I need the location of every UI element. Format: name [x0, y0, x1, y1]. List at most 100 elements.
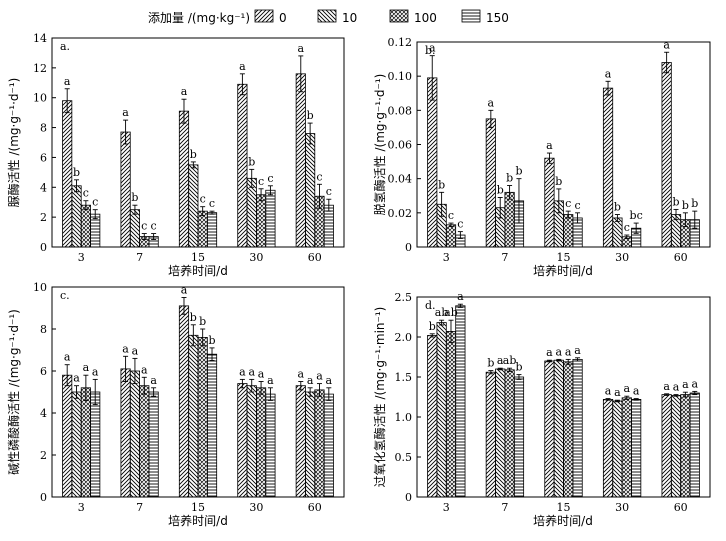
significance-letter: b [438, 178, 445, 191]
significance-letter: a [429, 42, 436, 55]
significance-letter: c [574, 199, 580, 212]
bar-100-7 [504, 369, 515, 498]
bar-100-3 [80, 204, 91, 248]
significance-letter: b [307, 109, 314, 122]
bar-150-15 [206, 212, 218, 248]
significance-letter: b [506, 172, 513, 185]
significance-letter: a [122, 106, 129, 119]
bar-100-7 [504, 191, 515, 248]
bar-100-7 [139, 385, 150, 498]
y-axis-label: 脱氢酶活性 /(mg·g⁻¹·d⁻¹) [372, 74, 387, 216]
y-tick-label: 0.12 [388, 36, 413, 49]
bar-0-30 [602, 87, 614, 248]
significance-letter: c [565, 197, 571, 210]
panel-label: a. [60, 40, 70, 53]
significance-letter: a [633, 385, 640, 398]
y-tick-label: 2.5 [395, 291, 413, 304]
bar-10-3 [436, 322, 447, 498]
significance-letter: b [73, 166, 80, 179]
bar-10-30 [246, 385, 257, 498]
y-tick-label: 6 [40, 365, 47, 378]
significance-letter: a [258, 368, 265, 381]
significance-letter: b [208, 334, 215, 347]
significance-letter: c [151, 220, 157, 233]
significance-letter: a [624, 382, 631, 395]
bar-0-15 [178, 110, 190, 248]
y-tick-label: 4 [40, 181, 47, 194]
x-tick-label: 60 [674, 501, 688, 514]
legend-label-0: 0 [279, 11, 287, 25]
panel-label: b. [425, 44, 436, 57]
y-tick-label: 0 [405, 241, 412, 254]
significance-letter: b [199, 315, 206, 328]
significance-letter: b [682, 199, 689, 212]
significance-letter: a [565, 345, 572, 358]
significance-letter: b [672, 195, 679, 208]
panel-b: 0 0.02 0.04 0.06 0.08 0.10 0.12 b. 脱氢酶活性 /(mg·g⁻… [372, 36, 711, 278]
x-tick-label: 15 [557, 501, 571, 514]
legend: 添加量 /(mg·kg⁻¹) 0 10 100 150 [0, 0, 726, 30]
bar-10-60 [305, 391, 316, 498]
y-tick-label: 0 [40, 241, 47, 254]
bar-0-15 [544, 157, 555, 248]
significance-letter: a [605, 385, 612, 398]
x-tick-label: 3 [443, 251, 450, 264]
bar-10-7 [495, 368, 506, 498]
y-tick-label: 10 [33, 281, 47, 294]
bar-150-7 [513, 376, 525, 498]
y-axis-label: 过氧化氢酶活性 /(mg·g⁻¹·min⁻¹) [372, 307, 387, 488]
significance-letter: b [190, 311, 197, 324]
x-axis-label: 培养时间/d [168, 513, 228, 528]
bar-100-30 [255, 194, 267, 248]
x-tick-label: 30 [249, 251, 263, 264]
significance-letter: b [190, 148, 197, 161]
legend-label-10: 10 [342, 11, 357, 25]
significance-letter: c [326, 185, 332, 198]
significance-letter: c [200, 193, 206, 206]
significance-letter: a [605, 67, 612, 80]
significance-letter: a [546, 346, 553, 359]
significance-letter: ab [503, 354, 517, 367]
bar-10-15 [553, 359, 564, 498]
x-tick-label: 30 [615, 501, 629, 514]
x-tick-label: 60 [308, 501, 322, 514]
significance-letter: a [150, 374, 157, 387]
bar-0-3 [62, 374, 73, 498]
significance-letter: a [663, 38, 670, 51]
x-tick-label: 60 [674, 251, 688, 264]
significance-letter: a [248, 365, 255, 378]
significance-letter: a [73, 372, 80, 385]
significance-letter: b [691, 197, 698, 210]
x-axis-label: 培养时间/d [168, 263, 228, 278]
significance-letter: b [515, 165, 522, 178]
bar-0-60 [661, 62, 672, 248]
bar-10-7 [129, 209, 140, 248]
bar-10-30 [612, 217, 623, 248]
significance-letter: a [83, 361, 90, 374]
panel-label: d. [425, 299, 436, 312]
y-axis-label: 碱性磷酸酶活性 /(mg·g⁻¹·d⁻¹) [6, 309, 21, 475]
bar-10-30 [246, 177, 257, 248]
x-tick-label: 3 [78, 501, 85, 514]
bar-100-3 [445, 330, 457, 498]
x-tick-label: 15 [557, 251, 571, 264]
significance-letter: c [316, 170, 322, 183]
panel-a: 0 2 4 6 8 10 12 14 a. 脲酶活性 /(mg·g⁻¹·d⁻¹) 培养时间/d 3 a b… [6, 32, 345, 278]
bar-10-30 [612, 400, 623, 498]
significance-letter: c [141, 220, 147, 233]
significance-letter: a [132, 344, 139, 357]
bar-0-3 [427, 334, 438, 498]
bar-100-15 [563, 214, 574, 248]
significance-letter: b [497, 183, 504, 196]
bar-150-3 [455, 305, 466, 498]
bar-150-3 [90, 391, 101, 498]
significance-letter: c [83, 187, 89, 200]
x-axis-label: 培养时间/d [533, 513, 593, 528]
bar-0-7 [120, 131, 131, 248]
x-tick-label: 7 [501, 501, 508, 514]
significance-letter: a [307, 374, 314, 387]
significance-letter: a [181, 85, 188, 98]
bar-0-60 [661, 394, 672, 498]
